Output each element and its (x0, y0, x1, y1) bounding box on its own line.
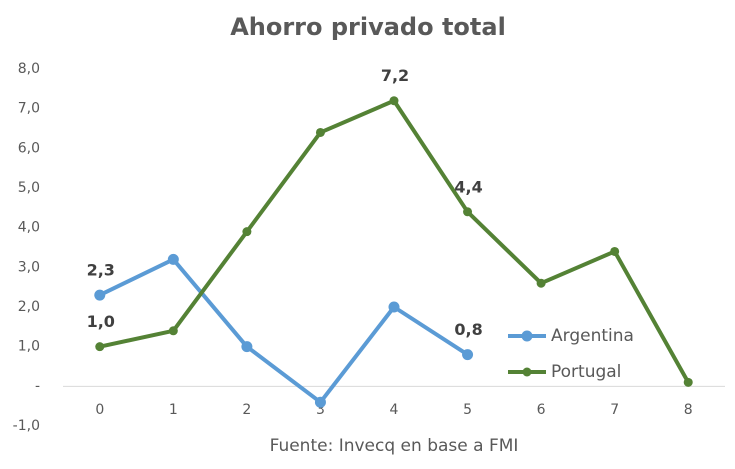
x-tick-label: 7 (610, 402, 619, 418)
point (242, 227, 252, 237)
point (95, 342, 105, 352)
point (610, 246, 620, 256)
x-tick-label: 8 (684, 402, 693, 418)
y-tick-label: 6,0 (18, 140, 40, 156)
x-tick-label: 6 (537, 402, 546, 418)
x-tick-label: 5 (463, 402, 472, 418)
data-label: 2,3 (87, 261, 115, 280)
point (241, 341, 253, 353)
chart-title: Ahorro privado total (230, 13, 506, 41)
point (683, 377, 693, 387)
source-note: Fuente: Invecq en base a FMI (270, 436, 519, 456)
legend-label: Portugal (551, 362, 621, 382)
data-label: 4,4 (454, 177, 482, 196)
legend-marker (522, 367, 532, 377)
y-tick-label: - (35, 378, 40, 394)
x-tick-label: 1 (169, 402, 178, 418)
point (167, 253, 179, 265)
y-tick-label: -1,0 (13, 418, 40, 434)
data-label: 1,0 (87, 312, 115, 331)
point (314, 396, 326, 408)
point (388, 301, 400, 313)
y-tick-label: 8,0 (18, 61, 40, 77)
point (462, 349, 474, 361)
legend-marker (521, 330, 533, 342)
x-tick-label: 0 (95, 402, 104, 418)
point (168, 326, 178, 336)
y-tick-label: 2,0 (18, 299, 40, 315)
data-label: 0,8 (454, 320, 482, 339)
legend-label: Argentina (551, 326, 634, 346)
point (536, 278, 546, 288)
point (463, 207, 473, 217)
y-tick-label: 5,0 (18, 180, 40, 196)
data-label: 7,2 (381, 66, 409, 85)
y-tick-label: 1,0 (18, 339, 40, 355)
point (389, 96, 399, 106)
y-tick-label: 7,0 (18, 101, 40, 117)
y-tick-label: 3,0 (18, 259, 40, 275)
series-line (98, 257, 469, 405)
x-tick-label: 3 (316, 402, 325, 418)
x-tick-label: 4 (390, 402, 399, 418)
point (94, 289, 106, 301)
point (315, 127, 325, 137)
y-tick-label: 4,0 (18, 220, 40, 236)
x-tick-label: 2 (242, 402, 251, 418)
